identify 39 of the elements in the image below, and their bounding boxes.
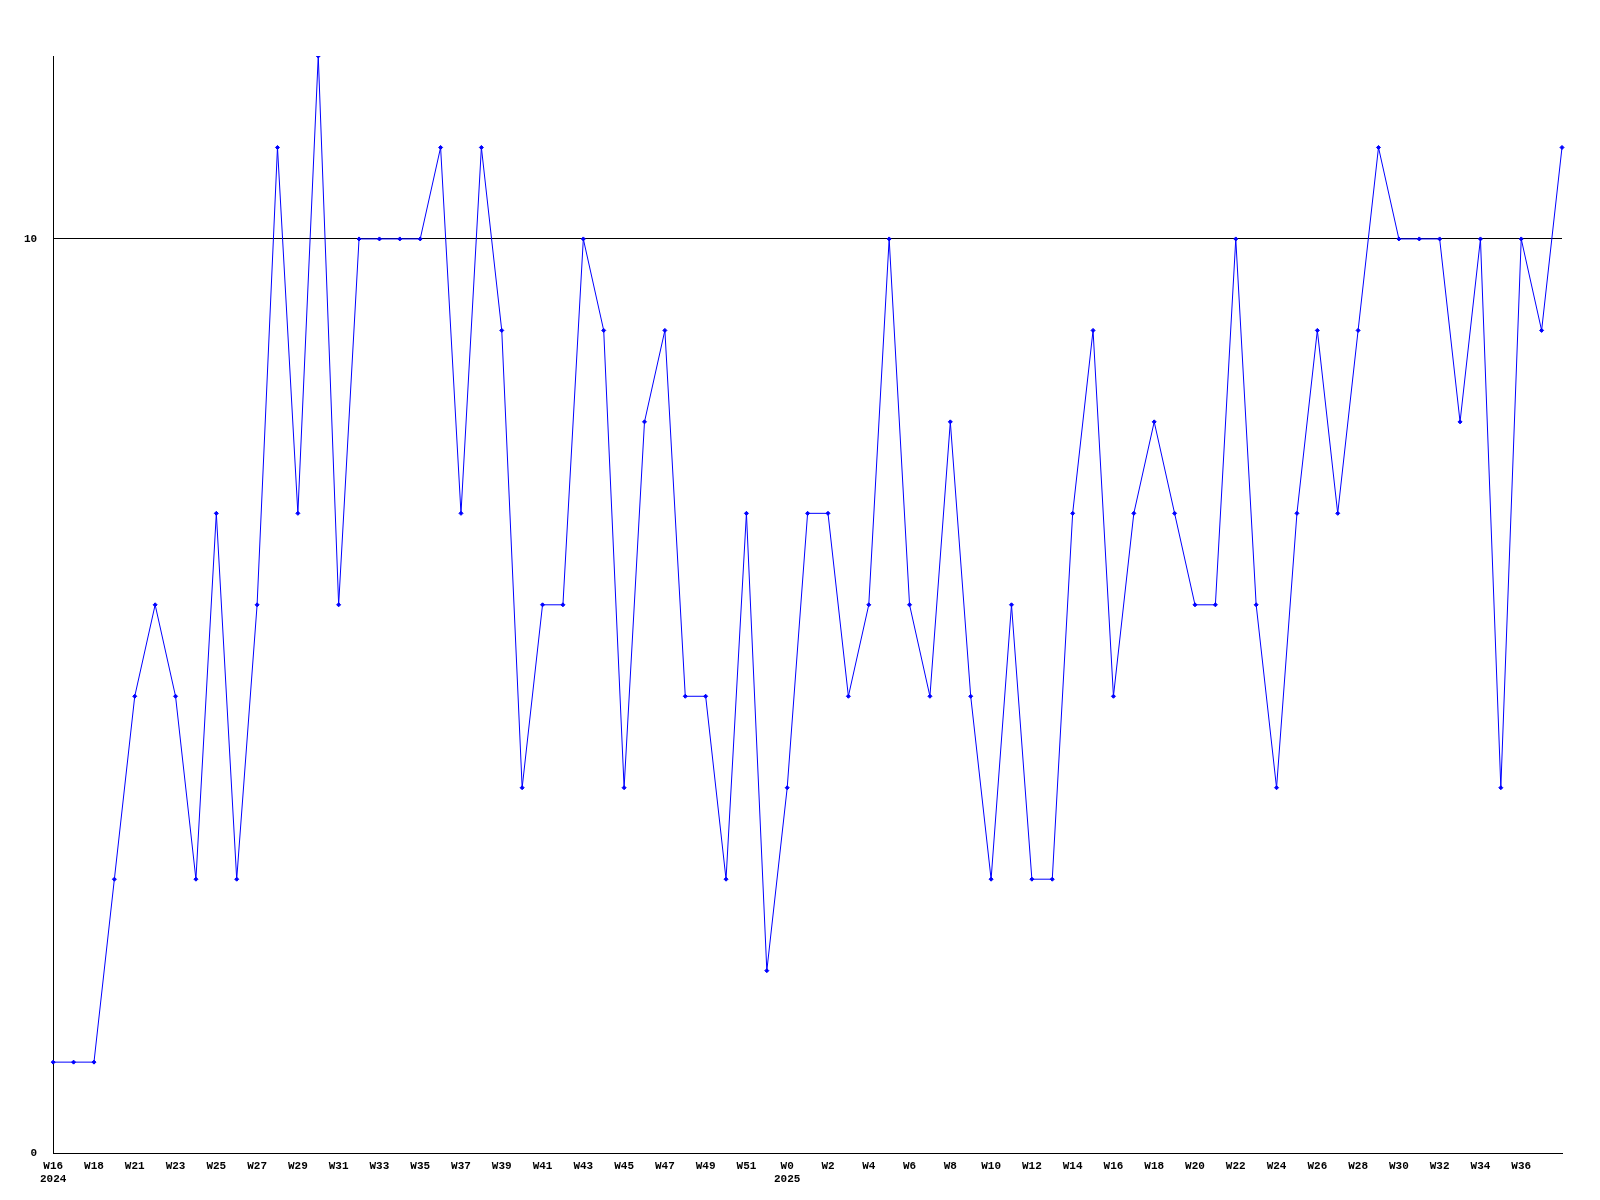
x-tick-label: W35 (410, 1159, 431, 1172)
x-tick-label: W31 (328, 1159, 349, 1172)
x-tick-label: W33 (369, 1159, 390, 1172)
x-tick-label: W14 (1062, 1159, 1083, 1172)
x-tick-label: W25 (206, 1159, 227, 1172)
x-tick-label: W0 2025 (774, 1159, 801, 1186)
x-tick-label: W6 (902, 1159, 917, 1172)
x-tick-label: W39 (491, 1159, 512, 1172)
x-tick-label: W27 (247, 1159, 267, 1172)
x-tick-label: W21 (124, 1159, 146, 1172)
x-tick-label: W28 (1348, 1159, 1369, 1172)
x-tick-label: W41 (532, 1159, 553, 1172)
x-tick-label: W2 (821, 1159, 835, 1172)
x-tick-label: W18 (84, 1159, 105, 1172)
x-tick-label: W24 (1266, 1159, 1287, 1172)
x-tick-label: W23 (165, 1159, 186, 1172)
y-tick-label: 0 (30, 1147, 38, 1160)
x-tick-label: W47 (654, 1159, 675, 1172)
x-tick-label: W30 (1388, 1159, 1409, 1172)
x-tick-label: W16 2024 (40, 1159, 67, 1186)
x-tick-label: W36 (1511, 1159, 1532, 1172)
x-tick-label: W26 (1307, 1159, 1328, 1172)
x-tick-label: W8 (943, 1159, 958, 1172)
x-tick-label: W4 (862, 1159, 876, 1172)
x-tick-label: W45 (614, 1159, 635, 1172)
x-tick-label: W16 (1103, 1159, 1124, 1172)
x-tick-label: W51 (736, 1159, 757, 1172)
x-tick-label: W43 (573, 1159, 594, 1172)
x-tick-label: W29 (287, 1159, 308, 1172)
x-tick-label: W37 (451, 1159, 471, 1172)
x-tick-label: W18 (1144, 1159, 1165, 1172)
x-tick-label: W10 (981, 1159, 1002, 1172)
x-tick-label: W20 (1185, 1159, 1205, 1172)
x-tick-label: W49 (695, 1159, 716, 1172)
y-tick-label: 10 (24, 232, 38, 245)
x-tick-label: W32 (1429, 1159, 1450, 1172)
x-tick-label: W12 (1021, 1159, 1042, 1172)
x-tick-label: W34 (1470, 1159, 1491, 1172)
x-tick-label: W22 (1225, 1159, 1246, 1172)
